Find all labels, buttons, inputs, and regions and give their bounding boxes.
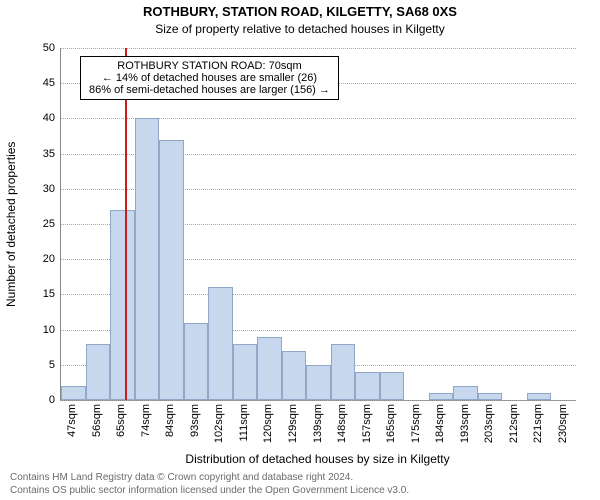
xtick-label: 175sqm (410, 404, 422, 443)
histogram-bar (110, 210, 135, 400)
histogram-bar (257, 337, 282, 400)
ytick-label: 15 (43, 288, 55, 300)
ytick-label: 45 (43, 77, 55, 89)
annotation-line-3: 86% of semi-detached houses are larger (… (89, 84, 330, 96)
annotation-box: ROTHBURY STATION ROAD: 70sqm ← 14% of de… (80, 56, 339, 100)
xtick-label: 111sqm (238, 404, 250, 442)
histogram-bar (453, 386, 478, 400)
histogram-bar (61, 386, 86, 400)
xtick-label: 230sqm (557, 404, 569, 443)
histogram-bar (380, 372, 405, 400)
xtick-label: 165sqm (385, 404, 397, 443)
histogram-bar (478, 393, 503, 400)
footer-line-2: Contains OS public sector information li… (10, 485, 409, 496)
xtick-label: 212sqm (508, 404, 520, 443)
histogram-bar (306, 365, 331, 400)
chart-title: ROTHBURY, STATION ROAD, KILGETTY, SA68 0… (0, 4, 600, 19)
annotation-line-2: ← 14% of detached houses are smaller (26… (89, 72, 330, 84)
histogram-bar (429, 393, 454, 400)
x-axis-label: Distribution of detached houses by size … (60, 452, 575, 466)
histogram-bar (331, 344, 356, 400)
xtick-label: 120sqm (262, 404, 274, 443)
gridline (61, 48, 576, 49)
histogram-bar (527, 393, 552, 400)
xtick-label: 203sqm (483, 404, 495, 443)
y-axis-label: Number of detached properties (4, 48, 18, 400)
gridline (61, 400, 576, 401)
ytick-label: 30 (43, 183, 55, 195)
ytick-label: 5 (49, 359, 55, 371)
histogram-bar (355, 372, 380, 400)
xtick-label: 193sqm (459, 404, 471, 443)
footer-line-1: Contains HM Land Registry data © Crown c… (10, 472, 353, 483)
histogram-bar (208, 287, 233, 400)
xtick-label: 139sqm (312, 404, 324, 443)
xtick-label: 102sqm (213, 404, 225, 443)
ytick-label: 50 (43, 42, 55, 54)
annotation-line-1: ROTHBURY STATION ROAD: 70sqm (89, 60, 330, 72)
ytick-label: 0 (49, 394, 55, 406)
xtick-label: 47sqm (66, 404, 78, 437)
histogram-bar (159, 140, 184, 400)
histogram-bar (135, 118, 160, 400)
xtick-label: 157sqm (361, 404, 373, 443)
ytick-label: 10 (43, 324, 55, 336)
chart-container: { "title": "ROTHBURY, STATION ROAD, KILG… (0, 0, 600, 500)
xtick-label: 148sqm (336, 404, 348, 443)
ytick-label: 40 (43, 112, 55, 124)
xtick-label: 65sqm (115, 404, 127, 437)
xtick-label: 56sqm (91, 404, 103, 437)
property-marker-line (125, 48, 127, 400)
ytick-label: 20 (43, 253, 55, 265)
plot-area (60, 48, 576, 401)
xtick-label: 74sqm (140, 404, 152, 437)
histogram-bar (233, 344, 258, 400)
histogram-bar (282, 351, 307, 400)
xtick-label: 184sqm (434, 404, 446, 443)
histogram-bar (184, 323, 209, 400)
xtick-label: 221sqm (532, 404, 544, 443)
chart-subtitle: Size of property relative to detached ho… (0, 22, 600, 36)
xtick-label: 129sqm (287, 404, 299, 443)
xtick-label: 84sqm (164, 404, 176, 437)
xtick-label: 93sqm (189, 404, 201, 437)
histogram-bar (86, 344, 111, 400)
ytick-label: 25 (43, 218, 55, 230)
ytick-label: 35 (43, 148, 55, 160)
